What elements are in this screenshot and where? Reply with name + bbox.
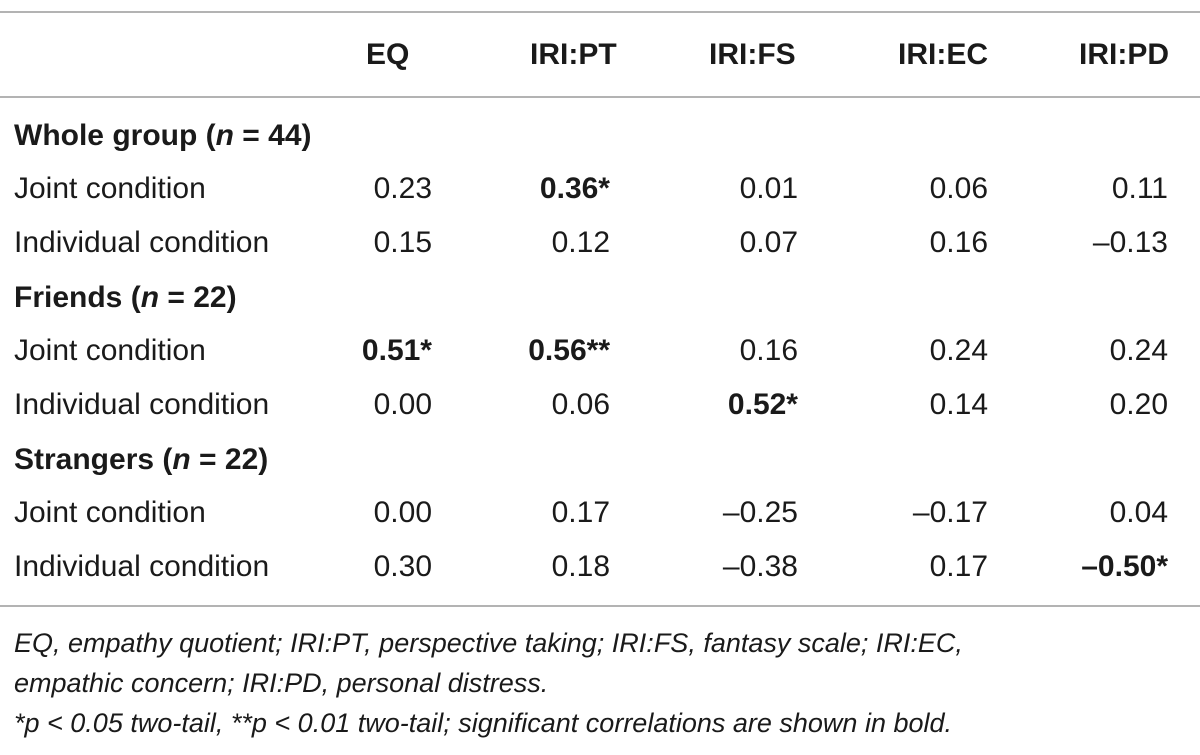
col-header-iri-pd: IRI:PD <box>1079 38 1169 71</box>
row-label: Individual condition <box>14 550 270 583</box>
row-label: Individual condition <box>14 388 270 421</box>
cell-iri-ec: 0.16 <box>929 226 988 259</box>
cell-eq: 0.00 <box>373 388 432 421</box>
cell-iri-pt: 0.17 <box>551 496 610 529</box>
cell-eq: 0.00 <box>373 496 432 529</box>
bottom-rule <box>0 605 1200 607</box>
cell-eq: 0.51* <box>361 334 432 367</box>
table-header: EQ IRI:PT IRI:FS IRI:EC IRI:PD <box>0 37 1200 73</box>
cell-iri-pd: 0.24 <box>1109 334 1168 367</box>
cell-eq: 0.15 <box>373 226 432 259</box>
cell-eq: 0.23 <box>373 172 432 205</box>
section-label-suffix: = 22) <box>159 281 237 314</box>
cell-iri-ec: 0.24 <box>929 334 988 367</box>
section-label-prefix: Whole group ( <box>14 119 216 152</box>
section-label-prefix: Friends ( <box>14 281 141 314</box>
table-row: Joint condition 0.00 0.17 –0.25 –0.17 0.… <box>0 495 1200 531</box>
row-label: Joint condition <box>14 172 206 205</box>
col-header-eq: EQ <box>366 38 410 71</box>
cell-iri-fs: –0.38 <box>722 550 798 583</box>
section-whole-group: Whole group (n = 44) <box>14 118 312 154</box>
cell-iri-pd: 0.20 <box>1109 388 1168 421</box>
cell-iri-fs: –0.25 <box>722 496 798 529</box>
section-label-prefix: Strangers ( <box>14 443 173 476</box>
cell-iri-fs: 0.16 <box>739 334 798 367</box>
table-row: Individual condition 0.30 0.18 –0.38 0.1… <box>0 549 1200 585</box>
cell-iri-pd: –0.50* <box>1081 550 1168 583</box>
cell-iri-pt: 0.18 <box>551 550 610 583</box>
cell-iri-pt: 0.06 <box>551 388 610 421</box>
top-rule <box>0 11 1200 13</box>
cell-iri-pd: 0.04 <box>1109 496 1168 529</box>
section-label-n: n <box>215 119 234 152</box>
cell-iri-fs: 0.52* <box>727 388 798 421</box>
table-row: Individual condition 0.15 0.12 0.07 0.16… <box>0 225 1200 261</box>
cell-iri-ec: 0.14 <box>929 388 988 421</box>
col-header-iri-ec: IRI:EC <box>898 38 988 71</box>
cell-eq: 0.30 <box>373 550 432 583</box>
cell-iri-ec: 0.06 <box>929 172 988 205</box>
table-row: Joint condition 0.51* 0.56** 0.16 0.24 0… <box>0 333 1200 369</box>
col-header-iri-pt: IRI:PT <box>530 38 617 71</box>
cell-iri-pd: 0.11 <box>1111 172 1168 205</box>
cell-iri-ec: 0.17 <box>929 550 988 583</box>
cell-iri-pt: 0.56** <box>528 334 610 367</box>
section-label-suffix: = 22) <box>190 443 269 476</box>
footnote-abbreviations: EQ, empathy quotient; IRI:PT, perspectiv… <box>14 628 963 658</box>
col-header-iri-fs: IRI:FS <box>709 38 796 71</box>
footnote-abbreviations-cont: empathic concern; IRI:PD, personal distr… <box>14 668 549 698</box>
section-label-n: n <box>140 281 160 314</box>
section-label-suffix: = 44) <box>233 119 312 152</box>
table-row: Joint condition 0.23 0.36* 0.01 0.06 0.1… <box>0 171 1200 207</box>
cell-iri-pt: 0.36* <box>539 172 610 205</box>
cell-iri-ec: –0.17 <box>912 496 988 529</box>
section-strangers: Strangers (n = 22) <box>14 442 268 478</box>
cell-iri-pd: –0.13 <box>1092 226 1168 259</box>
section-label-n: n <box>172 443 191 476</box>
row-label: Joint condition <box>14 334 206 367</box>
footnote-significance: *p < 0.05 two-tail, **p < 0.01 two-tail;… <box>14 708 953 738</box>
row-label: Joint condition <box>14 496 206 529</box>
cell-iri-pt: 0.12 <box>551 226 610 259</box>
header-rule <box>0 96 1200 98</box>
table-row: Individual condition 0.00 0.06 0.52* 0.1… <box>0 387 1200 423</box>
section-friends: Friends (n = 22) <box>14 280 237 316</box>
cell-iri-fs: 0.07 <box>739 226 798 259</box>
row-label: Individual condition <box>14 226 270 259</box>
cell-iri-fs: 0.01 <box>739 172 798 205</box>
